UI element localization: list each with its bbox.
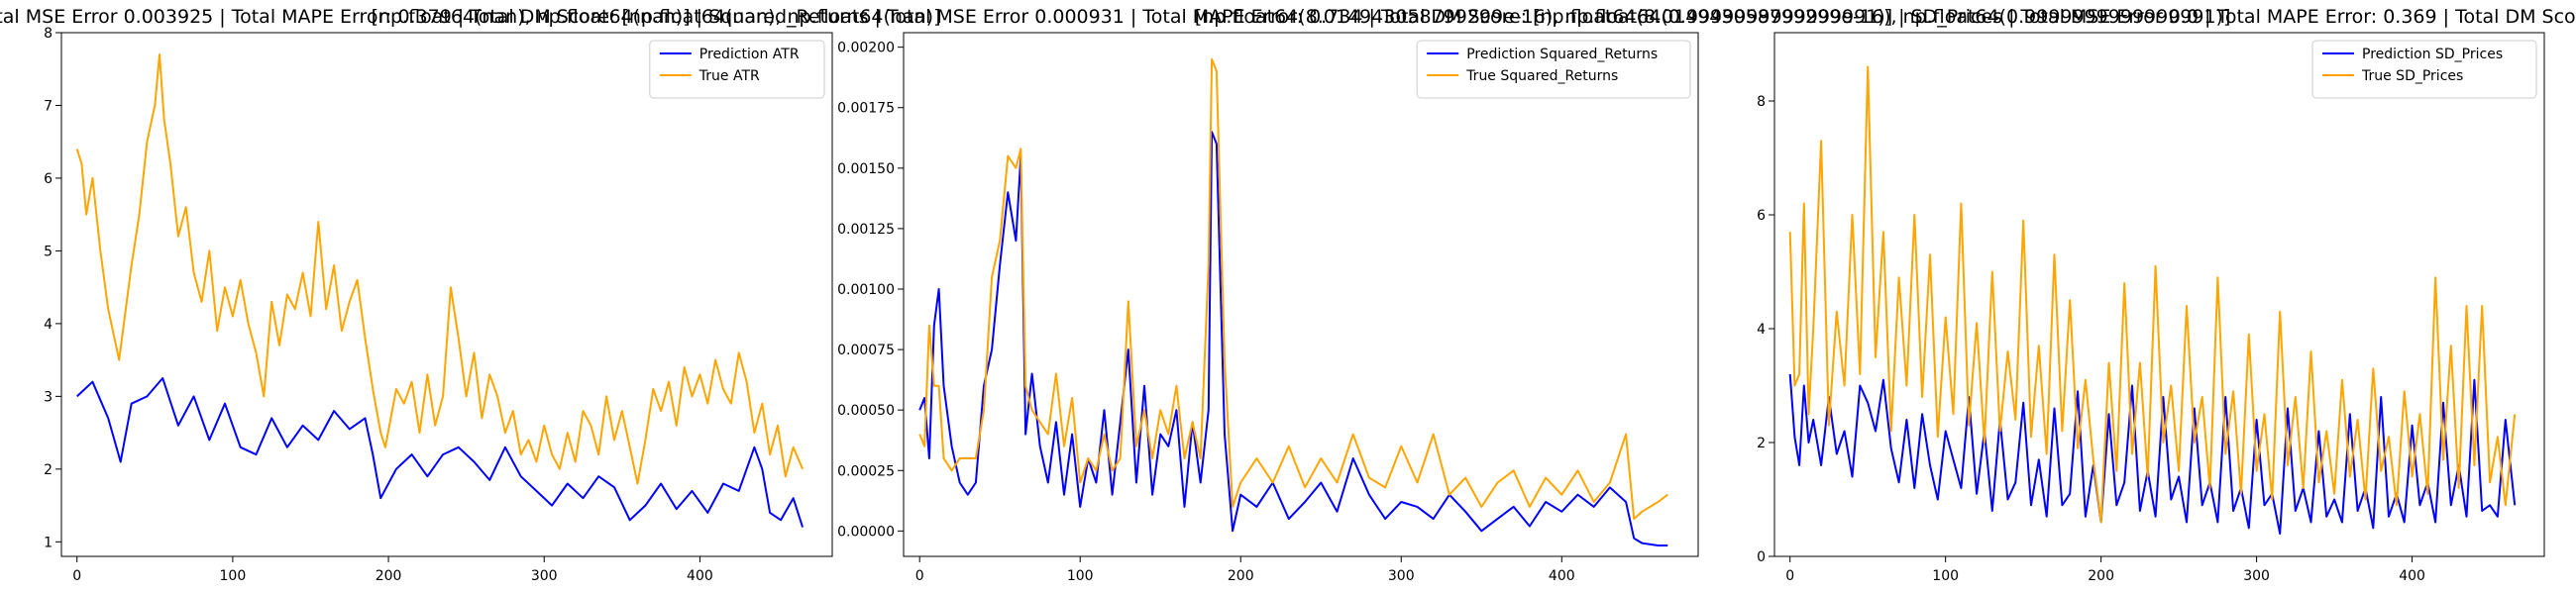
y-tick-label: 0.00175 [837, 101, 895, 117]
x-tick-label: 0 [915, 568, 924, 584]
legend: Prediction SD_Prices True SD_Prices [2311, 40, 2537, 99]
x-tick-label: 200 [376, 568, 402, 584]
y-tick-label: 4 [1757, 322, 1766, 338]
chart-title: [np.float64(nan), np.float64(nan)] | Squ… [372, 6, 2231, 28]
legend-label: Prediction SD_Prices [2362, 47, 2503, 62]
x-tick-label: 400 [687, 568, 713, 584]
x-tick-label: 400 [1549, 568, 1575, 584]
legend-box [649, 40, 825, 99]
legend-label: Prediction ATR [699, 47, 800, 62]
legend-box [1416, 40, 1691, 99]
y-tick-label: 4 [44, 317, 53, 333]
series-line-2 [75, 53, 805, 485]
legend-label: True SD_Prices [2361, 68, 2463, 84]
x-tick-label: 200 [2088, 568, 2114, 584]
x-tick-label: 100 [220, 568, 247, 584]
x-tick-label: 300 [2243, 568, 2270, 584]
y-tick-label: 8 [1757, 94, 1766, 110]
legend: Prediction ATR True ATR [649, 40, 825, 99]
y-tick-label: 0.00200 [837, 41, 895, 56]
y-tick-label: 0.00025 [837, 463, 895, 479]
y-tick-label: 0.00150 [837, 161, 895, 177]
y-tick-label: 6 [44, 171, 53, 187]
y-tick-label: 5 [44, 244, 53, 259]
chart-title: ATR | Total MSE Error 0.003925 | Total M… [0, 6, 940, 28]
chart-panel-2: [np.float64(nan), np.float64(nan)] | Squ… [372, 6, 2231, 584]
x-tick-label: 0 [72, 568, 81, 584]
y-tick-label: 3 [44, 389, 53, 405]
y-tick-label: 6 [1757, 208, 1766, 224]
y-tick-label: 0.00075 [837, 343, 895, 358]
y-tick-label: 0 [1757, 549, 1766, 565]
series-line-2 [918, 57, 1668, 521]
x-tick-label: 200 [1228, 568, 1254, 584]
legend-label: Prediction Squared_Returns [1466, 47, 1658, 62]
x-tick-label: 100 [1067, 568, 1094, 584]
chart-panel-1: ATR | Total MSE Error 0.003925 | Total M… [0, 6, 940, 584]
series-line-1 [918, 131, 1668, 546]
series-line-1 [1788, 373, 2517, 535]
chart-title: [np.float64(8.014943058799299e-16), np.f… [1195, 6, 2576, 28]
x-tick-label: 300 [531, 568, 558, 584]
legend-label: True Squared_Returns [1465, 68, 1618, 84]
y-tick-label: 1 [44, 535, 53, 550]
x-tick-label: 100 [1932, 568, 1959, 584]
series-line-1 [76, 377, 805, 528]
y-tick-label: 0.00000 [837, 524, 895, 540]
series-line-2 [1788, 65, 2517, 524]
y-tick-label: 0.00100 [837, 282, 895, 298]
legend-label: True ATR [698, 68, 760, 84]
y-tick-label: 7 [44, 98, 53, 114]
legend-box [2311, 40, 2537, 99]
chart-panel-3: [np.float64(8.014943058799299e-16), np.f… [1195, 6, 2576, 584]
plot-area [903, 32, 1699, 557]
y-tick-label: 0.00125 [837, 222, 895, 238]
y-tick-label: 2 [1757, 436, 1766, 451]
x-tick-label: 300 [1388, 568, 1415, 584]
x-tick-label: 400 [2399, 568, 2425, 584]
y-tick-label: 2 [44, 462, 53, 478]
x-tick-label: 0 [1785, 568, 1794, 584]
y-tick-label: 8 [44, 26, 53, 42]
plot-area [60, 32, 833, 557]
y-tick-label: 0.00050 [837, 403, 895, 419]
legend: Prediction Squared_Returns True Squared_R… [1416, 40, 1691, 99]
